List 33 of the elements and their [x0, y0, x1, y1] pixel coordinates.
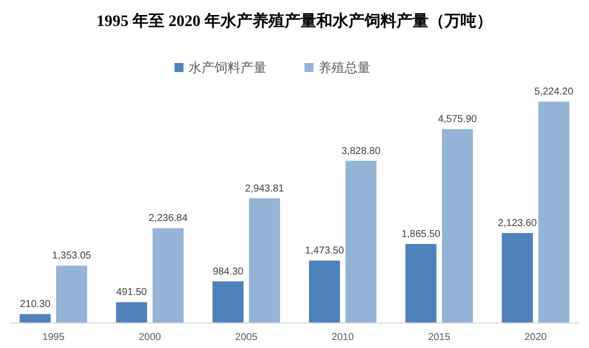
data-label: 2,236.84 [148, 213, 188, 224]
data-label: 2,943.81 [245, 183, 284, 194]
chart-title: 1995 年至 2020 年水产养殖产量和水产饲料产量（万吨） [96, 11, 492, 30]
data-label: 491.50 [116, 287, 148, 298]
bar [20, 314, 51, 323]
bar [249, 198, 280, 323]
data-label: 2,123.60 [498, 218, 538, 230]
data-label: 984.30 [212, 266, 244, 278]
bar [116, 302, 148, 323]
legend-label: 水产饲料产量 [188, 60, 266, 75]
data-label: 1,353.05 [52, 250, 92, 262]
bar [152, 228, 184, 323]
bar [212, 281, 244, 323]
data-label: 5,224.20 [534, 86, 574, 98]
legend-label: 养殖总量 [318, 60, 370, 75]
bar [405, 244, 436, 323]
x-tick-label: 1995 [42, 332, 65, 343]
x-tick-label: 2015 [428, 332, 451, 343]
x-tick-label: 2020 [524, 332, 548, 343]
bar [308, 260, 340, 323]
bar [345, 160, 376, 323]
data-label: 4,575.90 [438, 114, 478, 126]
bar [56, 266, 88, 323]
data-label: 3,828.80 [341, 146, 381, 157]
data-label: 1,865.50 [401, 228, 441, 240]
bar [442, 129, 473, 323]
x-tick-label: 2005 [235, 332, 258, 343]
bar [502, 233, 533, 323]
data-label: 210.30 [20, 299, 51, 310]
bar [538, 102, 570, 323]
data-label: 1,473.50 [305, 246, 344, 257]
x-tick-label: 2000 [138, 332, 162, 343]
x-tick-label: 2010 [332, 332, 354, 343]
